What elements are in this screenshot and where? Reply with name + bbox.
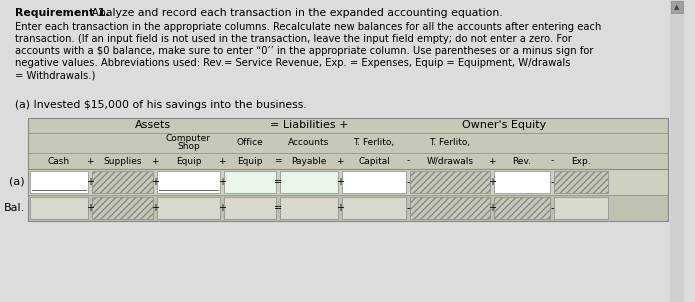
Text: +: + [336,203,344,213]
Text: +: + [86,156,94,165]
Text: Exp.: Exp. [571,156,591,165]
Text: Enter each transaction in the appropriate columns. Recalculate new balances for : Enter each transaction in the appropriat… [15,22,601,32]
Text: Shop: Shop [177,142,200,151]
Text: +: + [218,177,226,187]
Bar [410,171,490,193]
Bar [410,197,490,219]
Bar [342,197,406,219]
Text: (a) Invested $15,000 of his savings into the business.: (a) Invested $15,000 of his savings into… [15,100,306,110]
Text: transaction. (If an input field is not used in the transaction, leave the input : transaction. (If an input field is not u… [15,34,572,44]
Text: +: + [336,177,344,187]
Text: -: - [407,177,410,187]
Text: -: - [407,203,410,213]
Text: =: = [274,203,282,213]
Text: +: + [86,203,94,213]
Bar [92,197,153,219]
Bar [670,0,684,302]
Text: Office: Office [236,138,263,147]
Text: = Withdrawals.): = Withdrawals.) [15,70,95,80]
Text: =: = [275,156,281,165]
Text: Supplies: Supplies [104,156,142,165]
Text: Analyze and record each transaction in the expanded accounting equation.: Analyze and record each transaction in t… [88,8,502,18]
Bar [92,171,153,193]
Text: Accounts: Accounts [288,138,329,147]
Bar [554,197,608,219]
Text: T. Ferlito,: T. Ferlito, [354,138,395,147]
Bar [157,197,220,219]
Bar [28,195,668,221]
Text: -: - [550,203,554,213]
Text: Requirement 1.: Requirement 1. [15,8,110,18]
Text: Equip: Equip [237,156,263,165]
Text: Cash: Cash [48,156,70,165]
Bar [224,171,276,193]
Text: W/drawals: W/drawals [427,156,473,165]
Text: =: = [274,177,282,187]
Bar [157,171,220,193]
Text: +: + [151,203,159,213]
Text: -: - [407,156,409,165]
Bar [280,197,338,219]
Text: T. Ferlito,: T. Ferlito, [430,138,471,147]
Bar [494,197,550,219]
Bar [671,1,683,13]
Bar [280,171,338,193]
Text: +: + [86,177,94,187]
Text: Capital: Capital [358,156,390,165]
Bar [224,197,276,219]
Bar [494,171,550,193]
Text: Bal.: Bal. [3,203,25,213]
Text: +: + [218,203,226,213]
Bar [28,153,668,169]
Bar [30,171,88,193]
Text: Equip: Equip [176,156,202,165]
Bar [28,118,668,133]
Text: accounts with a $0 balance, make sure to enter “0’’ in the appropriate column. U: accounts with a $0 balance, make sure to… [15,46,594,56]
Bar [28,118,668,221]
Text: Assets: Assets [135,120,171,130]
Text: +: + [489,156,496,165]
Text: ▲: ▲ [674,4,680,10]
Text: negative values. Abbreviations used: Rev.= Service Revenue, Exp. = Expenses, Equ: negative values. Abbreviations used: Rev… [15,58,571,68]
Bar [28,169,668,195]
Bar [554,171,608,193]
Text: Payable: Payable [291,156,327,165]
Text: Computer: Computer [166,134,211,143]
Text: +: + [488,203,496,213]
Bar [28,118,668,221]
Text: Owner's Equity: Owner's Equity [462,120,546,130]
Bar [28,133,668,153]
Text: +: + [336,156,344,165]
Text: = Liabilities +: = Liabilities + [270,120,348,130]
Bar [342,171,406,193]
Text: +: + [488,177,496,187]
Text: +: + [218,156,226,165]
Text: Rev.: Rev. [512,156,532,165]
Text: -: - [550,177,554,187]
Bar [30,197,88,219]
Text: -: - [550,156,554,165]
Text: (a): (a) [9,177,25,187]
Text: +: + [152,156,158,165]
Text: +: + [151,177,159,187]
